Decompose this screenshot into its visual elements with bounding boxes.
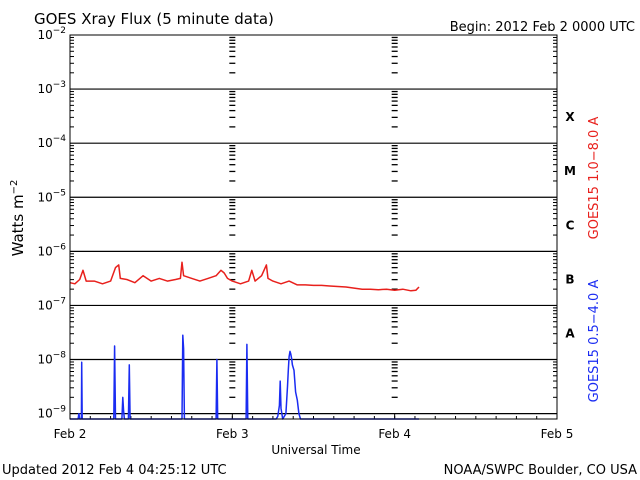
y-axis-label-exponent: −2 <box>9 180 20 195</box>
series-layer <box>69 261 420 420</box>
y-tick-label: 10−3 <box>37 80 66 96</box>
legend: GOES15 1.0−8.0 A GOES15 0.5−4.0 A <box>587 117 602 403</box>
y-axis-title: Watts m−2 <box>9 180 27 257</box>
y-tick-labels: 10−2 10−3 10−4 10−5 10−6 10−7 10−8 10−9 <box>37 26 66 421</box>
y-tick-label: 10−7 <box>37 296 66 312</box>
flare-class-a: A <box>565 326 575 340</box>
y-tick-label: 10−9 <box>37 405 66 421</box>
x-tick-label: Feb 2 <box>54 427 87 441</box>
grid-lines <box>69 36 558 419</box>
y-tick-label: 10−5 <box>37 188 66 204</box>
legend-series-1: GOES15 0.5−4.0 A <box>587 280 602 403</box>
y-axis-label: Watts m−2 <box>9 180 27 257</box>
updated-timestamp: Updated 2012 Feb 4 04:25:12 UTC <box>2 463 227 478</box>
y-tick-label: 10−6 <box>37 242 66 258</box>
series-line-0 <box>69 261 420 292</box>
y-tick-label: 10−8 <box>37 351 66 367</box>
x-tick-labels: Feb 2 Feb 3 Feb 4 Feb 5 <box>54 427 574 441</box>
series-line-1 <box>70 334 419 420</box>
legend-series-0: GOES15 1.0−8.0 A <box>587 117 602 240</box>
flare-class-m: M <box>564 164 576 178</box>
credit-text: NOAA/SWPC Boulder, CO USA <box>444 463 637 478</box>
flare-class-x: X <box>565 110 575 124</box>
flare-class-labels: X M C B A <box>564 110 576 340</box>
x-tick-label: Feb 3 <box>216 427 249 441</box>
chart-title: GOES Xray Flux (5 minute data) <box>34 10 274 28</box>
x-tick-label: Feb 5 <box>541 427 574 441</box>
x-tick-label: Feb 4 <box>378 427 411 441</box>
flare-class-b: B <box>565 272 574 286</box>
y-tick-label: 10−2 <box>37 26 66 42</box>
y-tick-label: 10−4 <box>37 134 66 150</box>
flare-class-c: C <box>566 218 575 232</box>
begin-time: Begin: 2012 Feb 2 0000 UTC <box>450 20 635 35</box>
plot-frame <box>69 34 558 420</box>
x-axis-label: Universal Time <box>271 443 360 457</box>
